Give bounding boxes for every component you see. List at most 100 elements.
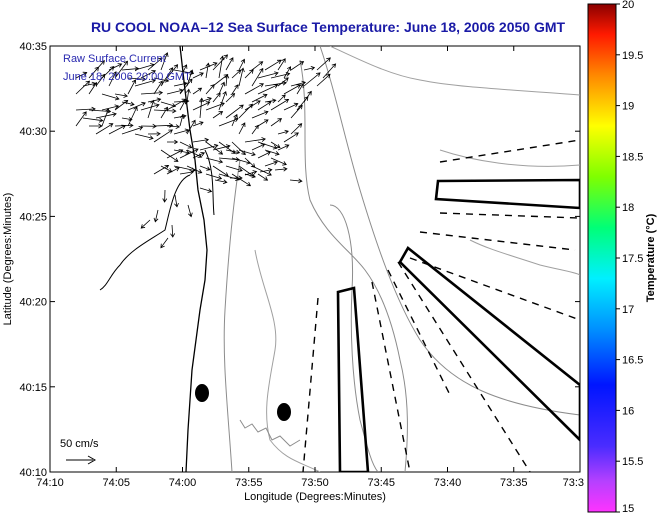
x-tick-label: 73:40 bbox=[434, 477, 462, 489]
current-vector bbox=[251, 165, 272, 176]
current-vector bbox=[101, 66, 115, 79]
current-vector bbox=[231, 69, 242, 79]
current-vector bbox=[259, 167, 273, 173]
current-vector bbox=[114, 60, 128, 79]
current-vector bbox=[199, 62, 218, 71]
x-axis: 74:10 74:05 74:00 73:55 73:50 73:45 73:40 73:35… bbox=[36, 46, 584, 489]
x-tick-label: 73:50 bbox=[301, 477, 329, 489]
current-vector bbox=[82, 117, 104, 123]
current-vector bbox=[179, 141, 193, 149]
current-vector bbox=[283, 132, 299, 143]
current-vector bbox=[231, 113, 238, 127]
current-vector bbox=[296, 96, 309, 111]
current-vector bbox=[212, 54, 229, 71]
isobath-contour-nearshore bbox=[223, 159, 241, 472]
transect-dashed-line bbox=[371, 281, 411, 472]
sampling-transects bbox=[302, 139, 580, 472]
current-vector bbox=[289, 178, 303, 184]
current-vector bbox=[277, 94, 286, 103]
current-vector bbox=[257, 71, 279, 79]
current-vector bbox=[277, 129, 289, 135]
isobath-contour-nearshore-2 bbox=[254, 249, 321, 472]
current-vector bbox=[225, 104, 244, 119]
current-vector bbox=[277, 58, 286, 71]
isobath-contour-north bbox=[329, 46, 580, 96]
current-vector bbox=[212, 92, 221, 103]
current-vector bbox=[127, 79, 137, 95]
y-tick-label: 40:25 bbox=[19, 211, 47, 223]
current-vector bbox=[244, 69, 254, 79]
current-vector bbox=[140, 70, 156, 79]
colorbar-tick-label: 16 bbox=[622, 405, 634, 417]
current-vector bbox=[192, 137, 210, 143]
current-vector bbox=[101, 104, 120, 111]
transect-box bbox=[434, 178, 580, 210]
current-vector bbox=[166, 149, 184, 159]
current-vector bbox=[199, 165, 211, 171]
current-vector bbox=[225, 93, 236, 103]
x-tick-label: 73:55 bbox=[235, 477, 263, 489]
current-vector bbox=[264, 98, 277, 104]
current-vector bbox=[121, 126, 144, 135]
current-vector bbox=[231, 173, 252, 187]
current-vector bbox=[114, 93, 128, 98]
colorbar-ticks: 20 19.5 19 18.5 18 17.5 17 16.5 16 15.5 15 bbox=[616, 0, 643, 515]
current-vector bbox=[134, 78, 156, 87]
current-vector bbox=[108, 124, 126, 135]
current-vector bbox=[179, 148, 199, 159]
current-vector bbox=[212, 144, 231, 151]
transect-box bbox=[336, 286, 370, 472]
colorbar-tick-label: 18 bbox=[622, 202, 634, 214]
x-axis-label: Longitude (Degrees:Minutes) bbox=[244, 491, 386, 503]
current-vector bbox=[257, 141, 278, 150]
current-vector bbox=[75, 80, 91, 95]
current-vector bbox=[257, 101, 272, 111]
current-vector bbox=[140, 103, 160, 111]
current-vector bbox=[257, 173, 269, 181]
transect-box bbox=[398, 246, 580, 442]
surface-current-vectors bbox=[75, 52, 337, 249]
current-vector bbox=[179, 170, 195, 175]
current-vector bbox=[251, 93, 268, 103]
current-vector bbox=[218, 81, 226, 95]
current-vector bbox=[114, 99, 129, 111]
scale-arrow-head bbox=[87, 455, 97, 465]
isobath-contour-shelf bbox=[299, 59, 408, 472]
current-vector bbox=[277, 77, 289, 87]
current-vector bbox=[153, 129, 173, 143]
current-vector bbox=[264, 160, 278, 167]
current-vector bbox=[283, 84, 301, 95]
current-vector bbox=[153, 165, 170, 175]
current-vector bbox=[174, 194, 179, 208]
current-vector bbox=[205, 173, 223, 180]
current-vector bbox=[264, 59, 282, 71]
current-vector bbox=[121, 101, 135, 107]
y-tick-label: 40:35 bbox=[19, 41, 47, 53]
current-vector bbox=[322, 63, 337, 79]
x-tick-label: 73:45 bbox=[367, 477, 395, 489]
current-vector bbox=[290, 104, 303, 119]
colorbar-tick-label: 15 bbox=[622, 503, 634, 515]
current-vector bbox=[251, 110, 269, 119]
current-vector bbox=[127, 76, 147, 82]
current-vector bbox=[121, 66, 140, 72]
current-vector bbox=[147, 97, 162, 103]
current-vector bbox=[270, 118, 283, 127]
map-layer bbox=[75, 46, 580, 472]
current-time-label: June 18, 2006 20:00 GMT bbox=[63, 71, 191, 83]
transect-dashed-line bbox=[419, 231, 576, 251]
current-vector bbox=[303, 66, 316, 71]
station-marker bbox=[277, 403, 291, 421]
current-vector bbox=[166, 167, 180, 175]
current-vector bbox=[162, 189, 168, 203]
current-vector bbox=[283, 102, 299, 111]
current-vector bbox=[160, 67, 174, 87]
current-vector bbox=[205, 141, 224, 155]
current-vector bbox=[179, 99, 186, 111]
colorbar-tick-label: 17.5 bbox=[622, 253, 643, 265]
plot-area bbox=[49, 45, 581, 473]
current-vector bbox=[230, 175, 243, 181]
y-axis-label: Latitude (Degrees:Minutes) bbox=[2, 193, 14, 326]
current-vector bbox=[153, 108, 177, 114]
